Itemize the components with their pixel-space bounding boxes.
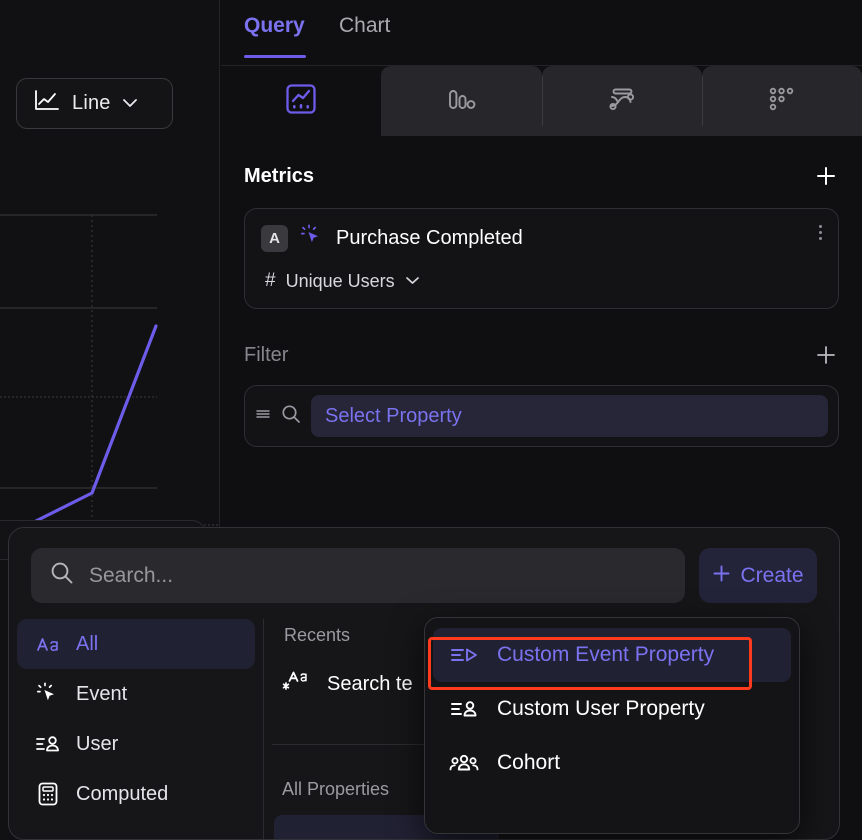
category-item-computed[interactable]: Computed [17,769,255,819]
tab-query[interactable]: Query [244,14,305,37]
popup-body: All Event [9,619,839,839]
metric-card[interactable]: A Purchase Completed # Unique Users [244,208,839,309]
icon-tab-chart-builder[interactable] [221,66,382,136]
select-property-input[interactable]: Select Property [311,395,828,437]
cohort-group-icon [449,752,479,774]
category-label: All [76,632,99,655]
metrics-title: Metrics [244,164,315,187]
menu-item-custom-event-property[interactable]: Custom Event Property [433,628,791,682]
category-label: Computed [76,782,169,805]
menu-item-custom-user-property[interactable]: Custom User Property [433,682,791,736]
panel-tabbar: Query Chart [221,0,862,66]
icon-tab-bar-chart[interactable] [381,66,542,136]
tab-active-indicator [244,55,306,58]
category-item-all[interactable]: All [17,619,255,669]
event-click-icon [299,223,325,254]
filter-header: Filter [244,333,839,377]
visualization-icon-tabs [221,66,862,136]
filter-section: Filter [221,333,862,377]
filter-row: Select Property [244,385,839,447]
line-chart [0,200,220,530]
create-button[interactable]: Create [699,548,817,603]
divider [272,744,506,745]
calculator-icon [35,781,61,807]
metrics-header: Metrics [244,154,839,198]
category-label: User [76,732,119,755]
metric-aggregation-label: Unique Users [285,270,395,291]
add-metric-button[interactable] [813,163,839,189]
recent-item-label: Search te [327,672,413,695]
add-filter-button[interactable] [813,342,839,368]
grid-dots-icon [767,84,797,119]
popup-toolbar: Search... Create [9,528,839,603]
user-list-icon [35,733,61,755]
recent-item[interactable]: Search te [282,668,476,700]
text-aa-star-icon [282,668,312,700]
metric-name: Purchase Completed [336,227,523,249]
event-property-icon [449,644,479,666]
event-click-icon [35,681,61,707]
create-button-label: Create [740,563,804,587]
category-item-event[interactable]: Event [17,669,255,719]
tab-chart[interactable]: Chart [339,14,391,37]
chart-builder-icon [284,82,318,121]
kebab-menu-icon[interactable] [819,225,822,240]
category-item-user[interactable]: User [17,719,255,769]
text-aa-icon [35,635,61,653]
metric-aggregation-row[interactable]: # Unique Users [261,270,822,292]
user-property-icon [449,698,479,720]
menu-item-label: Custom User Property [497,697,705,720]
select-property-value: Select Property [325,404,462,427]
all-properties-heading: All Properties [282,779,390,799]
chevron-down-icon [405,272,420,290]
category-label: Event [76,682,128,705]
bar-chart-icon [444,84,478,119]
filter-title: Filter [244,343,289,366]
search-icon [49,560,75,591]
chevron-down-icon [122,95,138,113]
recents-heading: Recents [284,625,351,645]
search-icon[interactable] [280,403,302,430]
icon-tab-flow-funnel[interactable] [541,66,702,136]
icon-tab-grid-dots[interactable] [701,66,862,136]
menu-item-label: Cohort [497,751,561,774]
metric-badge: A [261,225,288,252]
hash-icon: # [265,270,276,291]
create-dropdown-menu: Custom Event Property Custom User Proper… [424,617,800,834]
metrics-section: Metrics [221,154,862,198]
list-lines-icon[interactable] [255,407,271,426]
chart-type-selector[interactable]: Line [16,78,173,129]
flow-funnel-icon [605,84,639,119]
search-input[interactable]: Search... [31,548,685,603]
plus-icon [712,564,731,588]
line-chart-icon [33,89,61,118]
chart-type-label: Line [72,92,111,114]
metric-header-row: A Purchase Completed [261,223,822,254]
category-list: All Event [9,619,264,839]
menu-item-cohort[interactable]: Cohort [433,736,791,790]
menu-item-label: Custom Event Property [497,643,715,666]
search-placeholder: Search... [89,563,174,587]
